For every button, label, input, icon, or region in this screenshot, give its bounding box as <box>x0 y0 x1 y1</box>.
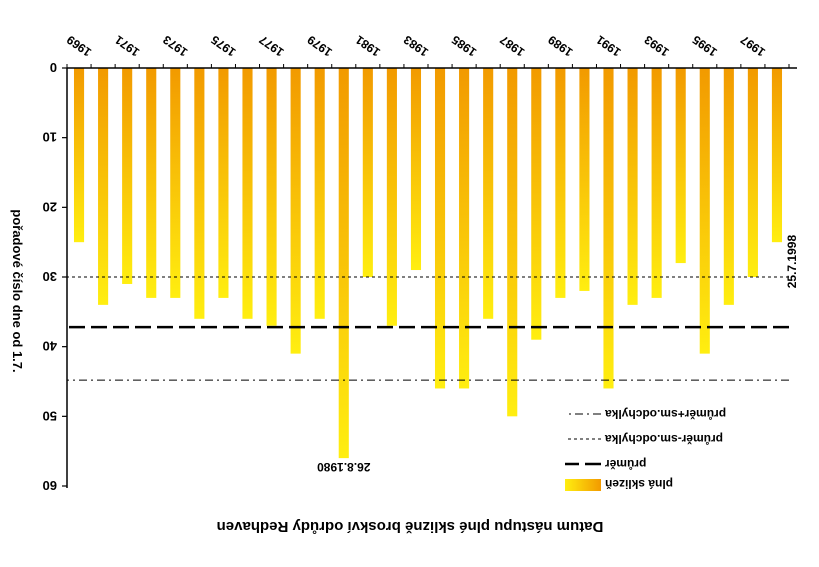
bar-1970 <box>98 68 109 305</box>
bar-1995 <box>699 68 710 354</box>
bar-1985 <box>459 68 470 389</box>
bar-1981 <box>362 68 373 277</box>
bar-1996 <box>723 68 734 305</box>
x-tick-label-1983: 1983 <box>401 32 431 59</box>
y-tick-label: 20 <box>43 199 57 214</box>
x-tick-label-1973: 1973 <box>160 32 190 59</box>
x-tick-label-1977: 1977 <box>256 32 286 59</box>
bar-1983 <box>410 68 422 271</box>
legend-label-prumer: průměr <box>605 457 647 471</box>
bar-1975 <box>218 68 229 298</box>
x-tick-label-1985: 1985 <box>449 32 479 59</box>
x-tick-label-1975: 1975 <box>208 32 238 59</box>
y-tick-label: 30 <box>43 269 57 284</box>
x-tick-label-1993: 1993 <box>641 32 671 59</box>
x-tick-label-1981: 1981 <box>353 32 383 59</box>
y-axis-label: pořadové číslo dne od 1.7. <box>10 209 25 372</box>
bar-1972 <box>146 68 157 298</box>
x-tick-label-1997: 1997 <box>738 32 768 59</box>
y-tick-label: 10 <box>43 130 57 145</box>
bar-1978 <box>290 68 301 354</box>
reference-lines-group <box>67 276 789 381</box>
x-tick-label-1987: 1987 <box>497 32 527 59</box>
bar-1989 <box>555 68 566 298</box>
bar-1974 <box>194 68 205 319</box>
bar-1987 <box>507 68 518 417</box>
bar-1998 <box>771 68 783 243</box>
y-tick-label: 60 <box>43 478 57 493</box>
bar-1976 <box>242 68 253 319</box>
x-tick-label-1991: 1991 <box>593 32 623 59</box>
bar-1993 <box>651 68 662 298</box>
x-tick-label-1979: 1979 <box>304 32 334 59</box>
x-tick-label-1971: 1971 <box>112 32 142 59</box>
y-tick-label: 0 <box>50 60 57 75</box>
bar-1991 <box>603 68 614 389</box>
x-tick-label-1995: 1995 <box>690 32 720 59</box>
bar-1971 <box>122 68 133 284</box>
bar-1986 <box>483 68 494 319</box>
bar-1997 <box>747 68 758 277</box>
x-tick-label-1989: 1989 <box>545 32 575 59</box>
y-tick-label: 40 <box>43 339 57 354</box>
bar-1994 <box>675 68 686 264</box>
annotations-group: 26.8.1980 25.7.1998 <box>317 235 799 475</box>
bar-1982 <box>386 68 397 326</box>
legend: plná sklizeň průměr průměr-sm.odchylka p… <box>565 407 726 491</box>
annotation-2: 25.7.1998 <box>785 235 799 289</box>
y-tick-label: 50 <box>43 408 57 423</box>
bar-1977 <box>266 68 277 326</box>
bar-1984 <box>434 68 446 389</box>
bar-1979 <box>314 68 325 319</box>
legend-label-prumer-minus-sd: průměr-sm.odchylka <box>605 432 723 446</box>
annotation-1: 26.8.1980 <box>317 460 371 474</box>
bar-1990 <box>579 68 590 291</box>
bar-1992 <box>627 68 638 305</box>
legend-swatch-plna-sklizen <box>565 479 601 491</box>
legend-label-prumer-plus-sd: průměr+sm.odchylka <box>605 407 726 421</box>
bar-1988 <box>531 68 542 340</box>
x-axis-label: Datum nástupu plné sklizně broskví odrůd… <box>217 518 604 535</box>
bar-1973 <box>170 68 181 298</box>
x-tick-label-1969: 1969 <box>64 32 94 59</box>
legend-label-plna-sklizen: plná sklizeň <box>605 477 673 491</box>
bar-1969 <box>73 68 85 243</box>
bars-group <box>73 68 783 459</box>
bar-1980 <box>338 68 349 459</box>
